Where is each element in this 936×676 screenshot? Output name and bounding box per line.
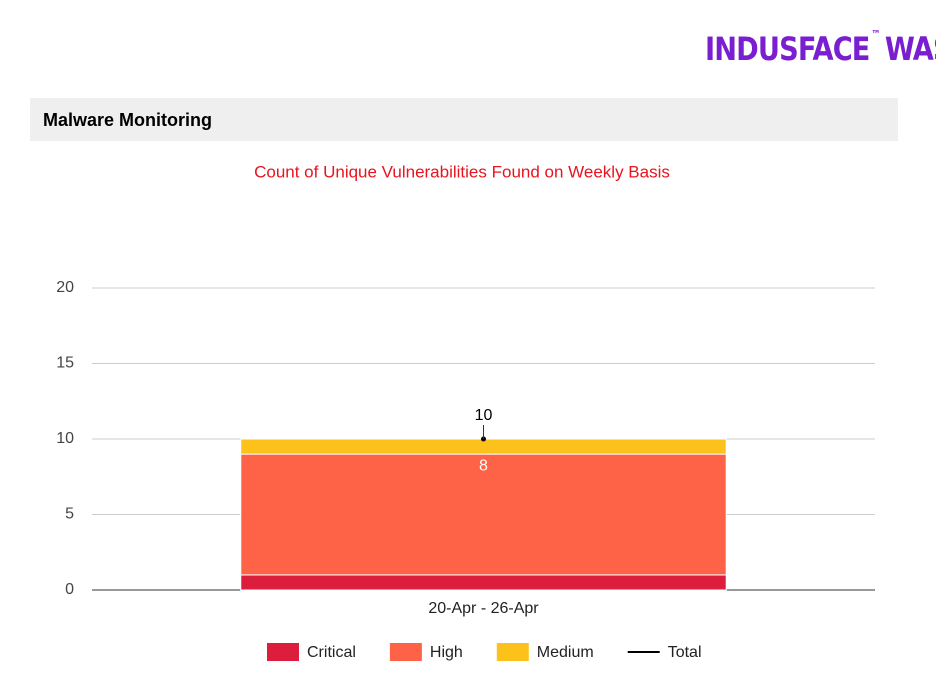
section-title: Malware Monitoring	[43, 110, 213, 130]
legend-swatch	[267, 643, 299, 661]
y-tick-label: 20	[56, 279, 74, 296]
legend-label: Critical	[307, 644, 356, 661]
bar-segment	[240, 574, 727, 591]
y-tick-label: 0	[65, 581, 74, 598]
chart-title: Count of Unique Vulnerabilities Found on…	[254, 162, 670, 181]
y-tick-label: 15	[56, 355, 74, 372]
y-tick-label: 5	[65, 506, 74, 523]
data-label: 8	[479, 457, 488, 474]
trademark: ™	[871, 28, 880, 41]
x-tick-label: 20-Apr - 26-Apr	[428, 600, 539, 617]
bar-segment	[240, 453, 727, 576]
logo-suffix: WAS	[884, 30, 936, 68]
data-label: 10	[475, 407, 493, 424]
section-header: Malware Monitoring	[30, 98, 898, 141]
logo-text: INDUSFACE	[705, 30, 870, 68]
legend-label: Medium	[537, 644, 594, 661]
legend-swatch	[496, 643, 529, 661]
legend-swatch	[389, 643, 422, 661]
legend-label: High	[430, 644, 463, 661]
y-tick-label: 10	[56, 430, 74, 447]
legend-label: Total	[668, 644, 702, 661]
